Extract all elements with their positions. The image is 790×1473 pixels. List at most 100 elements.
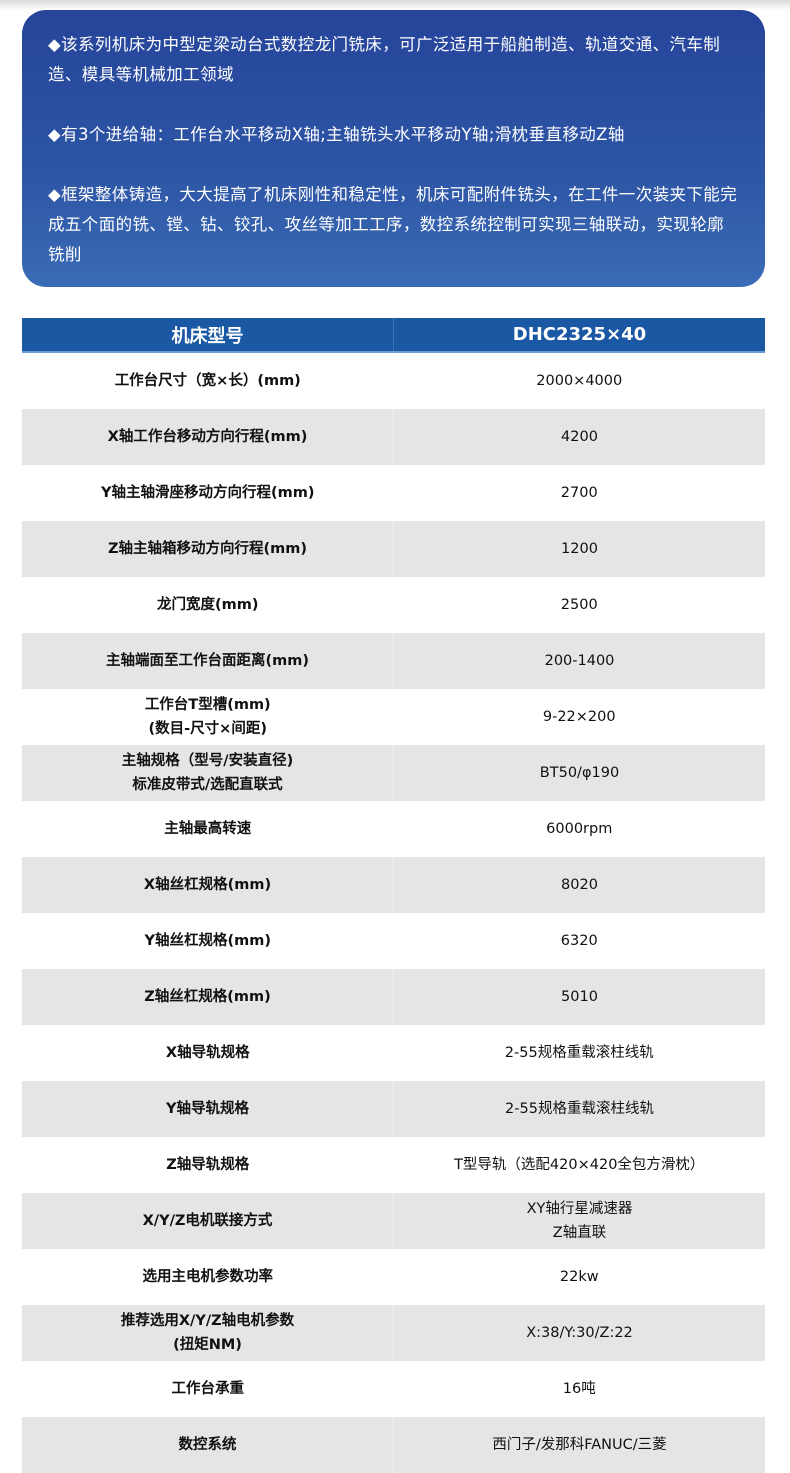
spec-label-line: X轴丝杠规格(mm) xyxy=(143,877,272,893)
table-row: 推荐选用X/Y/Z轴电机参数 (扭矩NM) X:38/Y:30/Z:22 xyxy=(22,1305,765,1361)
spec-value-line: X:38/Y:30/Z:22 xyxy=(526,1325,633,1341)
table-row: Z轴丝杠规格(mm) 5010 xyxy=(22,969,765,1025)
spec-label: Z轴导轨规格 xyxy=(22,1137,394,1193)
spec-value-line: Z轴直联 xyxy=(552,1225,607,1241)
spec-value: 5010 xyxy=(393,969,765,1025)
table-row: X轴丝杠规格(mm) 8020 xyxy=(22,857,765,913)
spec-value-line: 22kw xyxy=(559,1269,599,1285)
spec-label: X/Y/Z电机联接方式 xyxy=(22,1193,394,1249)
spec-value: BT50/φ190 xyxy=(393,745,765,801)
spec-value-line: 2000×4000 xyxy=(536,373,623,389)
spec-label: 数控系统 xyxy=(22,1417,394,1473)
spec-value-line: 9-22×200 xyxy=(542,709,616,725)
spec-value: 2-55规格重载滚柱线轨 xyxy=(394,1025,766,1081)
spec-label: X轴导轨规格 xyxy=(22,1025,394,1081)
spec-value: 2-55规格重载滚柱线轨 xyxy=(393,1081,765,1137)
table-row: 主轴最高转速 6000rpm xyxy=(22,801,765,857)
table-row: 主轴端面至工作台面距离(mm) 200-1400 xyxy=(22,633,765,689)
spec-value: 西门子/发那科FANUC/三菱 xyxy=(393,1417,765,1473)
table-row: X轴工作台移动方向行程(mm) 4200 xyxy=(22,409,765,465)
spec-value-line: 西门子/发那科FANUC/三菱 xyxy=(492,1437,667,1453)
spec-value-line: 4200 xyxy=(561,429,598,445)
spec-label-line: (扭矩NM) xyxy=(173,1337,242,1353)
intro-paragraph: ◆有3个进给轴：工作台水平移动X轴;主轴铣头水平移动Y轴;滑枕垂直移动Z轴 xyxy=(48,125,625,144)
spec-label: X轴丝杠规格(mm) xyxy=(22,857,394,913)
table-row: Y轴丝杠规格(mm) 6320 xyxy=(22,913,765,969)
spec-value: 6000rpm xyxy=(394,801,766,857)
spec-value-line: 6000rpm xyxy=(546,821,613,837)
spec-label-line: Y轴导轨规格 xyxy=(166,1101,249,1117)
spec-label-line: X轴工作台移动方向行程(mm) xyxy=(107,429,308,445)
spec-label: Y轴丝杠规格(mm) xyxy=(22,913,394,969)
spec-label-line: 工作台承重 xyxy=(171,1381,245,1397)
table-row: X/Y/Z电机联接方式 XY轴行星减速器 Z轴直联 xyxy=(22,1193,765,1249)
table-row: 工作台尺寸（宽×长）(mm) 2000×4000 xyxy=(22,352,765,409)
header-model-value: DHC2325×40 xyxy=(393,318,765,353)
spec-value-line: 200-1400 xyxy=(544,653,615,669)
spec-label-line: X轴导轨规格 xyxy=(165,1045,250,1061)
spec-value: 2500 xyxy=(394,577,766,633)
table-row: 工作台承重 16吨 xyxy=(22,1361,765,1417)
table-row: Z轴导轨规格 T型导轨（选配420×420全包方滑枕） xyxy=(22,1137,765,1193)
spec-label: 选用主电机参数功率 xyxy=(22,1249,394,1305)
table-row: Z轴主轴箱移动方向行程(mm) 1200 xyxy=(22,521,765,577)
table-row: 选用主电机参数功率 22kw xyxy=(22,1249,765,1305)
spec-label: 主轴端面至工作台面距离(mm) xyxy=(22,633,394,689)
table-row: 主轴规格（型号/安装直径) 标准皮带式/选配直联式 BT50/φ190 xyxy=(22,745,765,801)
spec-label-line: Y轴主轴滑座移动方向行程(mm) xyxy=(101,485,315,501)
spec-value: XY轴行星减速器 Z轴直联 xyxy=(393,1193,765,1249)
spec-label: 工作台尺寸（宽×长）(mm) xyxy=(22,352,394,409)
spec-value: 2000×4000 xyxy=(394,352,766,409)
spec-value-line: 5010 xyxy=(561,989,598,1005)
spec-label-line: 工作台尺寸（宽×长）(mm) xyxy=(114,373,301,389)
spec-label: Y轴主轴滑座移动方向行程(mm) xyxy=(22,465,394,521)
spec-label-line: 主轴最高转速 xyxy=(164,821,252,837)
spec-label: 工作台承重 xyxy=(22,1361,394,1417)
spec-label-line: 主轴端面至工作台面距离(mm) xyxy=(106,653,309,669)
spec-value: 1200 xyxy=(393,521,765,577)
spec-label-line: Y轴丝杠规格(mm) xyxy=(144,933,271,949)
spec-value-line: 2-55规格重载滚柱线轨 xyxy=(504,1045,654,1061)
spec-label-line: 选用主电机参数功率 xyxy=(142,1269,274,1285)
spec-value-line: 6320 xyxy=(560,933,598,949)
spec-value: 6320 xyxy=(394,913,766,969)
spec-value: T型导轨（选配420×420全包方滑枕） xyxy=(394,1137,766,1193)
spec-label: Y轴导轨规格 xyxy=(22,1081,394,1137)
spec-label: 工作台T型槽(mm) (数目-尺寸×间距) xyxy=(22,689,394,745)
spec-value-line: 16吨 xyxy=(562,1381,596,1397)
spec-label: Z轴丝杠规格(mm) xyxy=(22,969,394,1025)
spec-value: 8020 xyxy=(393,857,765,913)
table-row: Y轴导轨规格 2-55规格重载滚柱线轨 xyxy=(22,1081,765,1137)
spec-value-line: BT50/φ190 xyxy=(539,765,620,781)
spec-value-line: 2700 xyxy=(560,485,598,501)
spec-label-line: X/Y/Z电机联接方式 xyxy=(142,1213,273,1229)
spec-label-line: Z轴导轨规格 xyxy=(166,1157,250,1173)
spec-label-line: 主轴规格（型号/安装直径) xyxy=(121,753,294,769)
spec-label-line: 标准皮带式/选配直联式 xyxy=(132,777,283,793)
spec-value: 200-1400 xyxy=(393,633,765,689)
spec-value-line: XY轴行星减速器 xyxy=(526,1201,633,1217)
spec-label-line: (数目-尺寸×间距) xyxy=(148,721,267,737)
spec-value-line: 2500 xyxy=(560,597,598,613)
intro-paragraph: ◆该系列机床为中型定梁动台式数控龙门铣床，可广泛适用于船舶制造、轨道交通、汽车制… xyxy=(48,35,721,84)
spec-label-line: 工作台T型槽(mm) xyxy=(144,697,271,713)
table-row: 龙门宽度(mm) 2500 xyxy=(22,577,765,633)
spec-value: 2700 xyxy=(394,465,766,521)
spec-label-line: Z轴丝杠规格(mm) xyxy=(144,989,271,1005)
spec-label-line: Z轴主轴箱移动方向行程(mm) xyxy=(108,541,307,557)
table-row: 工作台T型槽(mm) (数目-尺寸×间距) 9-22×200 xyxy=(22,689,765,745)
spec-value: 9-22×200 xyxy=(394,689,766,745)
spec-label: Z轴主轴箱移动方向行程(mm) xyxy=(22,521,394,577)
spec-value: 16吨 xyxy=(394,1361,766,1417)
spec-label: 主轴规格（型号/安装直径) 标准皮带式/选配直联式 xyxy=(22,745,394,801)
spec-table: 机床型号 DHC2325×40 工作台尺寸（宽×长）(mm) 2000×4000 X… xyxy=(22,318,765,1473)
spec-label: 龙门宽度(mm) xyxy=(22,577,394,633)
spec-value-line: 1200 xyxy=(561,541,598,557)
intro-panel: ◆该系列机床为中型定梁动台式数控龙门铣床，可广泛适用于船舶制造、轨道交通、汽车制… xyxy=(22,10,765,287)
spec-value: 4200 xyxy=(393,409,765,465)
table-row: Y轴主轴滑座移动方向行程(mm) 2700 xyxy=(22,465,765,521)
table-row: 数控系统 西门子/发那科FANUC/三菱 xyxy=(22,1417,765,1473)
spec-label-line: 数控系统 xyxy=(178,1437,237,1453)
spec-value-line: T型导轨（选配420×420全包方滑枕） xyxy=(454,1157,705,1173)
spec-value: X:38/Y:30/Z:22 xyxy=(393,1305,765,1361)
